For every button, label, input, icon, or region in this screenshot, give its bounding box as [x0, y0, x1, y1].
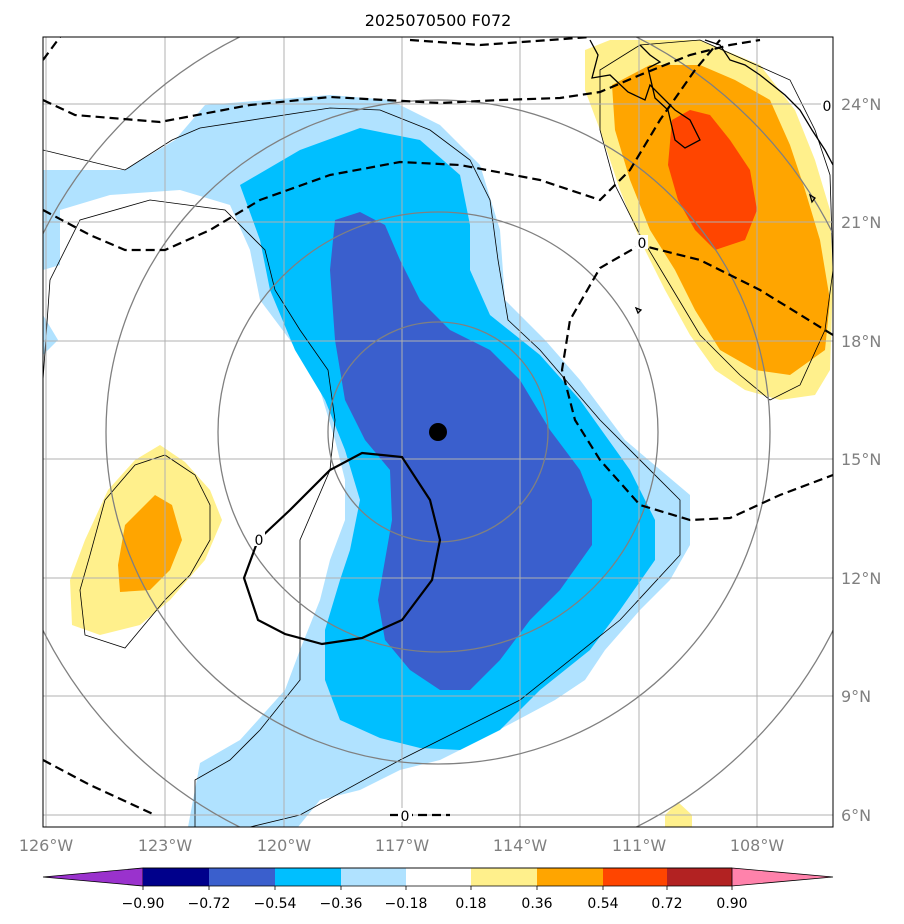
dashed-contour-north — [43, 38, 761, 124]
colorbar-seg-neg090 — [143, 868, 209, 886]
contour-labels: 0 0 0 0 — [253, 98, 833, 825]
range-ring-3 — [105, 99, 771, 765]
contour-label-bg — [636, 235, 648, 249]
map-content: 0 0 0 0 — [43, 37, 833, 827]
colorbar-tick-label: −0.54 — [254, 896, 297, 912]
colorbar-ticks — [142, 886, 733, 890]
dashed-contour-mid — [43, 39, 721, 252]
colorbar-seg-pos072 — [667, 868, 732, 886]
negative-anomaly-fills — [43, 95, 690, 827]
coastline-baja — [589, 39, 701, 149]
lon-label: 114°W — [493, 836, 548, 855]
colorbar-tick-label: 0.72 — [651, 896, 682, 912]
dashed-contour-top — [43, 37, 591, 61]
coastline-island — [808, 193, 816, 204]
coastline-islet — [634, 306, 643, 315]
lat-label: 21°N — [841, 213, 881, 232]
lon-label: 120°W — [257, 836, 312, 855]
colorbar-tick-label: 0.18 — [455, 896, 486, 912]
dashed-contours — [43, 37, 833, 817]
contour-label-3: 0 — [821, 98, 833, 115]
latitude-labels: 6°N 9°N 12°N 15°N 18°N 21°N 24°N — [841, 95, 881, 825]
storm-center-marker — [429, 423, 447, 441]
figure-title: 2025070500 F072 — [365, 11, 512, 30]
colorbar-tick-label: 0.54 — [587, 896, 618, 912]
positive-anomaly-fills — [70, 40, 833, 827]
colorbar-seg-neutral — [406, 868, 471, 886]
map-frame — [42, 36, 834, 828]
contour-label-text: 0 — [255, 533, 264, 549]
range-rings — [43, 37, 833, 827]
lat-label: 9°N — [841, 687, 871, 706]
colorbar-tick-label: 0.90 — [716, 896, 747, 912]
colorbar: −0.90 −0.72 −0.54 −0.36 −0.18 0.18 0.36 … — [42, 867, 834, 912]
lon-label: 108°W — [730, 836, 785, 855]
lat-label: 12°N — [841, 569, 881, 588]
colorbar-seg-pos036 — [537, 868, 603, 886]
contour-label-text: 0 — [401, 809, 410, 825]
dashed-contour-east — [560, 243, 833, 522]
colorbar-seg-pos054 — [603, 868, 667, 886]
contour-label-bg — [398, 808, 412, 822]
colorbar-tick-label: 0.36 — [521, 896, 552, 912]
colorbar-extend-low — [42, 867, 144, 887]
contour-label-text: 0 — [638, 236, 647, 252]
contour-label-bg — [253, 532, 265, 546]
colorbar-tick-label: −0.90 — [122, 896, 165, 912]
graticule — [43, 37, 833, 827]
colorbar-tick-label: −0.18 — [385, 896, 428, 912]
solid-contour-zero — [242, 451, 442, 646]
contour-label-bg — [821, 98, 833, 112]
thin-contour-ne — [599, 39, 833, 401]
lon-label: 111°W — [612, 836, 667, 855]
map-panel: 0 0 0 0 — [42, 36, 834, 828]
fill-neg-054 — [330, 212, 592, 690]
colorbar-seg-pos018 — [471, 868, 537, 886]
lon-label: 123°W — [138, 836, 193, 855]
contour-label-2: 0 — [636, 235, 648, 252]
dashed-contour-sw — [43, 759, 156, 816]
colorbar-extend-high — [731, 867, 834, 887]
thin-contour-inner — [43, 199, 336, 827]
contour-label-4: 0 — [398, 808, 412, 825]
contour-label-1: 0 — [253, 532, 265, 549]
lat-label: 15°N — [841, 450, 881, 469]
coastline — [589, 39, 833, 315]
lon-label: 126°W — [19, 836, 74, 855]
lat-label: 6°N — [841, 806, 871, 825]
colorbar-seg-neg036 — [341, 868, 406, 886]
contour-label-text: 0 — [823, 99, 832, 115]
colorbar-tick-label: −0.72 — [188, 896, 231, 912]
colorbar-seg-neg072 — [209, 868, 275, 886]
colorbar-seg-neg054 — [275, 868, 341, 886]
fill-pos-036-w — [118, 495, 182, 592]
colorbar-tick-labels: −0.90 −0.72 −0.54 −0.36 −0.18 0.18 0.36 … — [122, 896, 748, 912]
range-ring-1 — [327, 321, 549, 543]
longitude-labels: 126°W 123°W 120°W 117°W 114°W 111°W 108°… — [19, 836, 785, 855]
thin-zero-contours — [43, 39, 833, 827]
lon-label: 117°W — [375, 836, 430, 855]
colorbar-tick-label: −0.36 — [320, 896, 363, 912]
range-ring-2 — [217, 211, 659, 653]
coastline-mainland — [704, 39, 833, 166]
thin-contour-main — [43, 107, 681, 827]
lat-label: 24°N — [841, 95, 881, 114]
lat-label: 18°N — [841, 332, 881, 351]
